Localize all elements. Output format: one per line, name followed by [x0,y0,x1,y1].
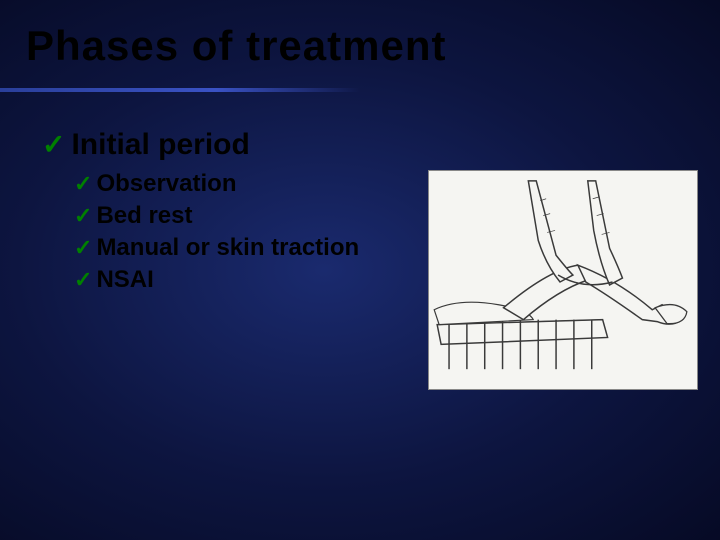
bullet-level2-text: Manual or skin traction [96,234,359,262]
slide-title: Phases of treatment [26,22,446,70]
bullet-level2-item: ✓ Bed rest [74,202,359,230]
title-underline [0,88,360,92]
traction-svg [429,171,697,389]
bullet-level1-text: Initial period [71,128,249,162]
check-icon: ✓ [74,171,92,197]
bullet-level2-item: ✓ Manual or skin traction [74,234,359,262]
bullet-level2-text: Bed rest [96,202,192,230]
bullet-level2-item: ✓ Observation [74,170,359,198]
traction-illustration [428,170,698,390]
check-icon: ✓ [74,203,92,229]
check-icon: ✓ [74,235,92,261]
check-icon: ✓ [74,267,92,293]
bullet-level2-text: NSAI [96,266,153,294]
check-icon: ✓ [42,128,65,161]
content-area: ✓ Initial period ✓ Observation ✓ Bed res… [42,128,359,298]
bullet-level2-item: ✓ NSAI [74,266,359,294]
bullet-level2-text: Observation [96,170,236,198]
bullet-level1: ✓ Initial period [42,128,359,162]
